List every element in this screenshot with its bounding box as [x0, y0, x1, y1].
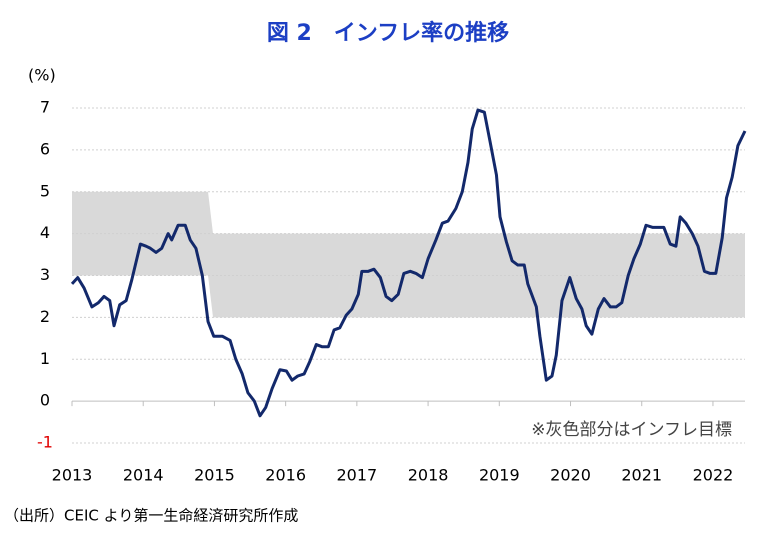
- x-tick-label: 2014: [123, 466, 164, 485]
- x-tick-label: 2016: [265, 466, 306, 485]
- y-unit: (%): [28, 66, 56, 85]
- chart-title: 図 2 インフレ率の推移: [267, 20, 509, 46]
- annotation: ※灰色部分はインフレ目標: [531, 420, 732, 440]
- y-tick-label: 1: [40, 349, 50, 368]
- y-tick-label: 7: [40, 98, 50, 117]
- x-tick-label: 2015: [194, 466, 235, 485]
- x-tick-label: 2018: [408, 466, 449, 485]
- y-tick-label: -1: [37, 433, 53, 452]
- y-tick-label: 5: [40, 181, 50, 200]
- line: [70, 108, 747, 418]
- y-tick-label: 4: [40, 223, 50, 242]
- x-tick-label: 2019: [479, 466, 520, 485]
- x-tick-label: 2013: [52, 466, 93, 485]
- y-tick-label: 2: [40, 307, 50, 326]
- target-band: [72, 191, 745, 318]
- x-tick-label: 2022: [693, 466, 734, 485]
- y-tick-label: 3: [40, 265, 50, 284]
- source: （出所）CEIC より第一生命経済研究所作成: [4, 507, 298, 525]
- x-tick-label: 2020: [550, 466, 591, 485]
- y-tick-label: 6: [40, 139, 50, 158]
- x-tick-label: 2021: [621, 466, 662, 485]
- x-tick-label: 2017: [337, 466, 378, 485]
- y-tick-label: 0: [40, 391, 50, 410]
